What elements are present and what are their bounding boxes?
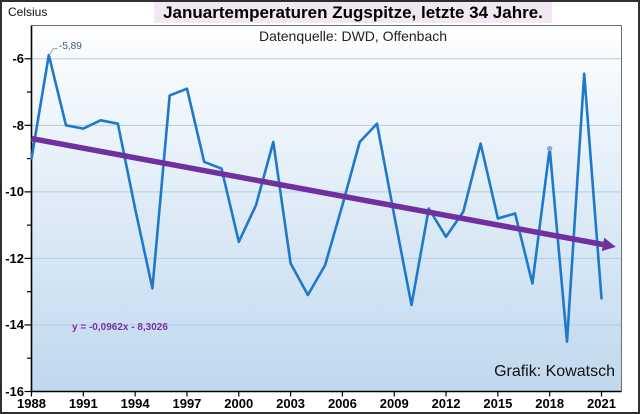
- y-axis-tick-label: -10: [5, 184, 24, 200]
- chart-subtitle: Datenquelle: DWD, Offenbach: [258, 28, 448, 44]
- y-axis-tick-label: -12: [5, 250, 24, 266]
- chart-title: Januartemperaturen Zugspitze, letzte 34 …: [154, 2, 552, 23]
- max-value-annotation: -5,89: [59, 41, 82, 52]
- trend-line: [30, 135, 604, 248]
- x-axis-tick-label: 2015: [483, 396, 513, 411]
- y-axis-tick-label: -14: [5, 317, 24, 333]
- annotation-leader-line: [49, 48, 58, 55]
- x-axis-tick-label: 1991: [68, 396, 98, 411]
- x-axis-tick-label: 1994: [120, 396, 150, 411]
- credit-label: Grafik: Kowatsch: [494, 363, 615, 380]
- trend-equation-label: y = -0,0962x - 8,3026: [72, 322, 168, 333]
- y-axis-unit-label: Celsius: [8, 5, 48, 19]
- temperature-series-line: [30, 53, 603, 343]
- y-axis-tick-label: -16: [5, 384, 24, 399]
- plot-area: [31, 25, 622, 392]
- x-axis-tick-label: 2021: [587, 396, 616, 411]
- x-axis-tick-label: 2006: [327, 396, 357, 411]
- x-axis-tick-label: 2018: [535, 396, 565, 411]
- x-axis-tick-label: 2003: [276, 396, 306, 411]
- x-axis-tick-label: 2009: [379, 396, 409, 411]
- x-axis-tick-label: 1988: [17, 396, 46, 411]
- x-axis-tick-label: 2000: [224, 396, 254, 411]
- trend-arrowhead: [601, 237, 616, 252]
- y-axis-tick-label: -6: [12, 51, 24, 67]
- x-axis-tick-label: 2012: [431, 396, 461, 411]
- x-axis-tick-label: 1997: [172, 396, 202, 411]
- data-point-marker: [546, 145, 553, 152]
- y-axis-tick-label: -8: [12, 117, 24, 133]
